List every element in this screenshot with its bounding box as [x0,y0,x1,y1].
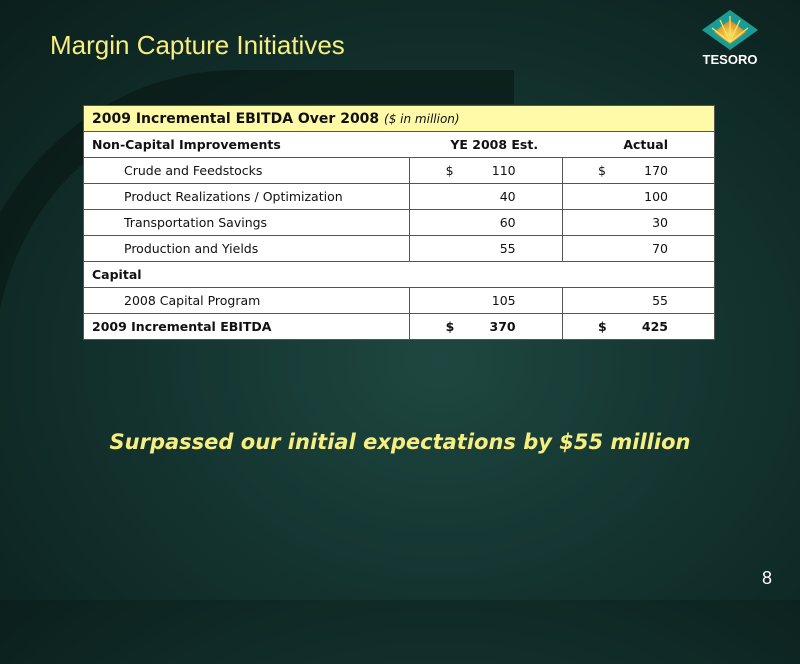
column-header-est: YE 2008 Est. [409,131,563,158]
section-label: Non-Capital Improvements [82,131,410,158]
table-header-unit: ($ in million) [384,111,460,126]
row-label: Product Realizations / Optimization [82,183,411,210]
est-value: 40 [499,189,516,204]
actual-value: 30 [652,215,668,230]
row-label: 2008 Capital Program [82,287,411,314]
est-cell: 105 [409,287,563,314]
total-actual-value: 425 [641,319,668,334]
table-row: Production and Yields 55 70 [82,235,716,262]
est-cell: $110 [409,157,563,184]
est-cell: 60 [409,209,563,236]
total-est-cell: $370 [409,313,563,340]
actual-value: 100 [644,189,668,204]
table-header: 2009 Incremental EBITDA Over 2008 ($ in … [83,105,715,132]
section-label: Capital [83,261,715,288]
est-value: 60 [499,215,516,230]
table-row: Product Realizations / Optimization 40 1… [82,183,716,210]
section-row-noncapital: Non-Capital Improvements YE 2008 Est. Ac… [82,131,716,158]
slide-title: Margin Capture Initiatives [50,30,345,60]
total-row: 2009 Incremental EBITDA $370 $425 [82,313,716,340]
table-row: Transportation Savings 60 30 [82,209,716,236]
page-number: 8 [761,568,772,588]
row-label: Transportation Savings [82,209,411,236]
row-label: Crude and Feedstocks [82,157,411,184]
table-row: 2008 Capital Program 105 55 [82,287,716,314]
actual-value: 55 [652,293,668,308]
table-row: Crude and Feedstocks $110 $170 [82,157,716,184]
tesoro-logo: TESORO [690,8,770,70]
tesoro-sunburst-icon [702,10,758,50]
total-est-value: 370 [489,319,516,334]
table-header-title: 2009 Incremental EBITDA Over 2008 [92,110,380,127]
actual-value: 70 [652,241,668,256]
est-cell: 55 [409,235,563,262]
tagline: Surpassed our initial expectations by $5… [109,430,691,454]
actual-value: 170 [644,163,668,178]
actual-cell: $170 [561,157,716,184]
currency-symbol: $ [598,163,606,178]
ebitda-table: 2009 Incremental EBITDA Over 2008 ($ in … [82,105,716,340]
column-header-actual: Actual [562,131,716,158]
est-value: 110 [491,163,516,178]
actual-cell: 30 [561,209,716,236]
actual-cell: 70 [561,235,716,262]
total-label: 2009 Incremental EBITDA [82,313,411,340]
section-row-capital: Capital [83,261,715,288]
total-actual-cell: $425 [561,313,716,340]
est-cell: 40 [409,183,563,210]
logo-text: TESORO [702,52,758,67]
currency-symbol: $ [598,319,607,334]
actual-cell: 55 [561,287,716,314]
currency-symbol: $ [445,319,455,334]
est-value: 105 [491,293,516,308]
table-header-row: 2009 Incremental EBITDA Over 2008 ($ in … [83,105,715,132]
row-label: Production and Yields [82,235,411,262]
est-value: 55 [499,241,516,256]
currency-symbol: $ [445,163,454,178]
actual-cell: 100 [561,183,716,210]
